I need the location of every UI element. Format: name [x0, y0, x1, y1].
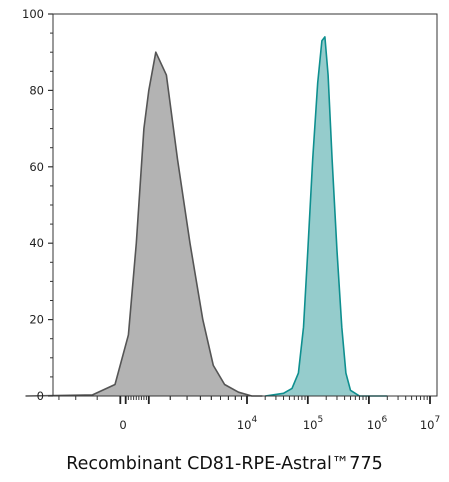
plot-frame	[52, 13, 438, 397]
series-1-area	[25, 52, 263, 396]
series-2-line	[265, 36, 388, 397]
y-tick-label: 100	[22, 7, 44, 21]
x-tick-label: 0	[119, 418, 126, 432]
series-1-line	[25, 51, 263, 397]
y-tick-label: 40	[29, 236, 44, 250]
x-tick-label: 105	[303, 415, 323, 432]
y-tick-label: 0	[37, 389, 44, 403]
x-axis-title: Recombinant CD81-RPE-Astral™775	[66, 454, 383, 474]
x-tick-label: 107	[420, 415, 440, 432]
x-tick-label: 104	[237, 415, 258, 432]
series-2-area	[265, 36, 388, 397]
y-tick-label: 80	[29, 83, 44, 97]
x-tick-label: 106	[367, 415, 388, 432]
y-tick-label: 60	[29, 160, 44, 174]
y-tick-label: 20	[29, 313, 44, 327]
